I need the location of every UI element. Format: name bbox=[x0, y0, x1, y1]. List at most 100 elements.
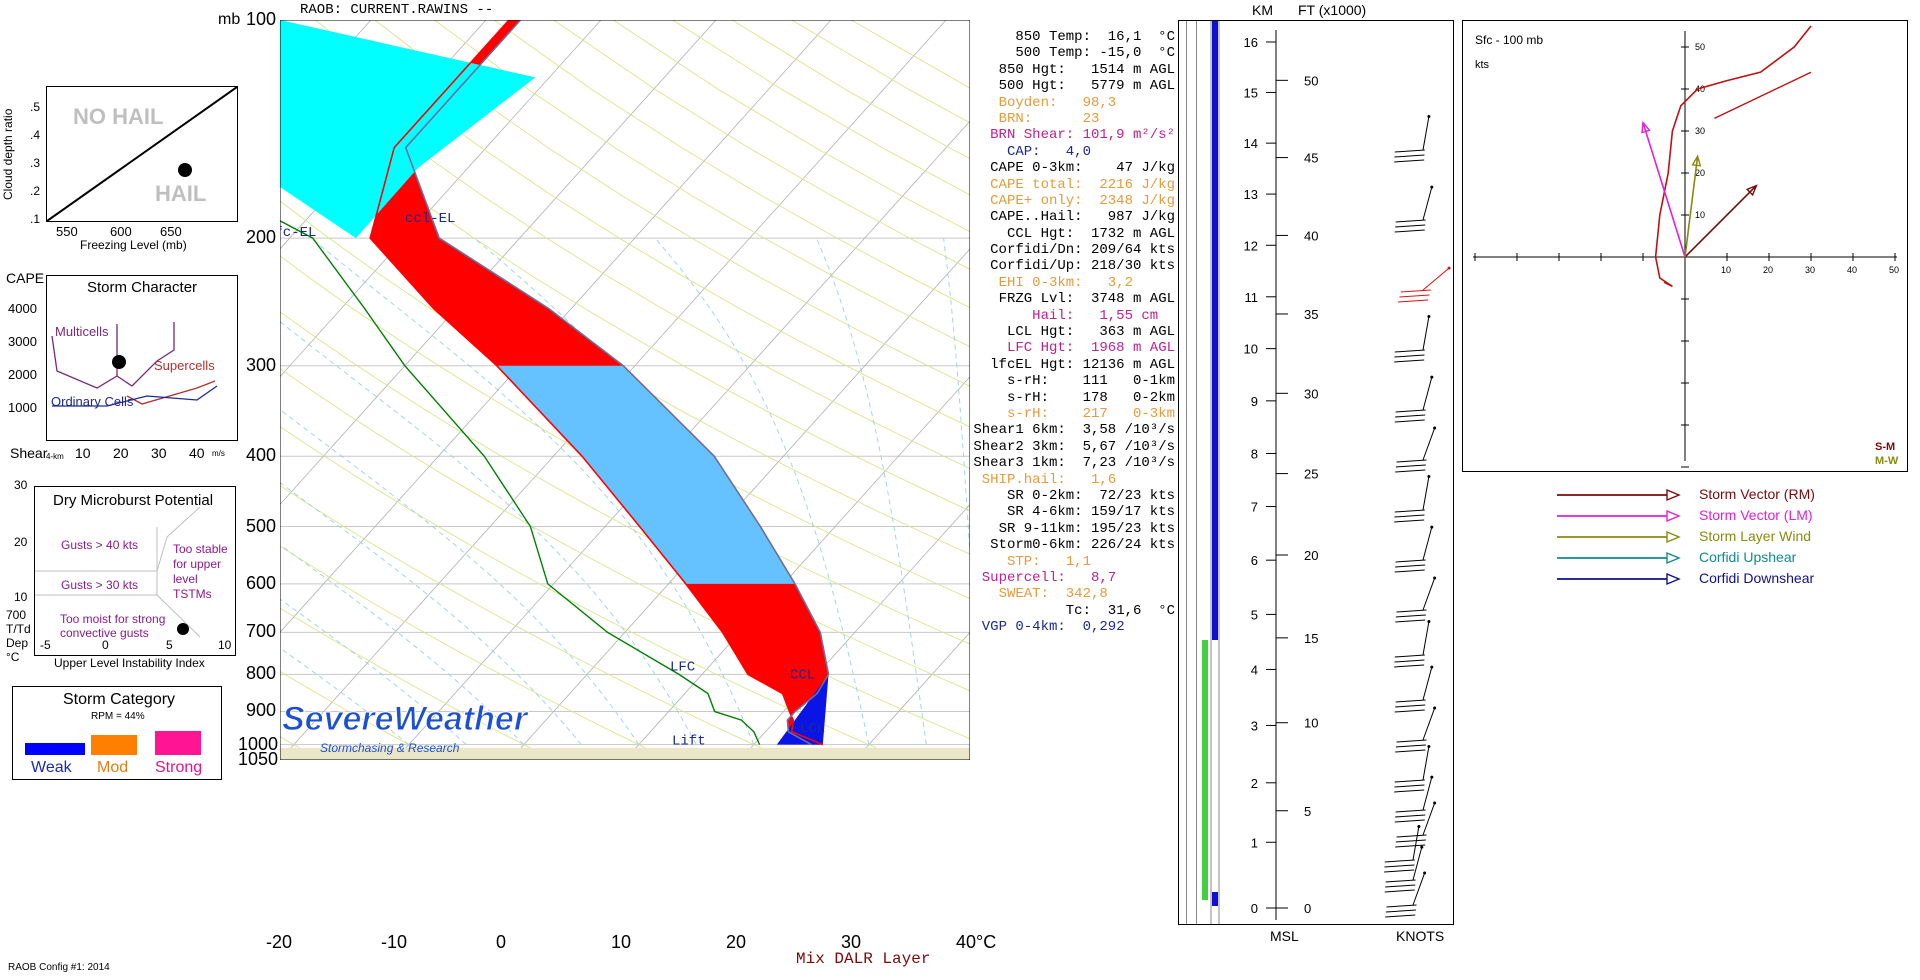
wind-barb-flag bbox=[1385, 909, 1416, 913]
moist-adiabat bbox=[654, 237, 870, 745]
storm-character-chart: Storm Character Multicells Supercells Or… bbox=[46, 275, 238, 441]
hail-ylabel: Cloud depth ratio bbox=[1, 108, 15, 200]
temperature-tick: 20 bbox=[726, 932, 747, 952]
wind-barb-flag bbox=[1400, 289, 1431, 293]
dry-adiabat bbox=[280, 255, 970, 645]
mb-xtick-0: -5 bbox=[40, 638, 51, 652]
sc-xtick-0: 10 bbox=[75, 445, 91, 461]
pressure-tick: 1050 bbox=[238, 749, 279, 769]
ft-tick-label: 0 bbox=[1304, 901, 1311, 916]
parameter-row: BRN Shear: 101,9 m²/s² bbox=[990, 127, 1175, 144]
ft-tick-label: 45 bbox=[1304, 151, 1318, 166]
wind-barb-dot bbox=[1433, 801, 1437, 805]
lfc-label: LFC bbox=[670, 659, 695, 675]
wind-barb-dot bbox=[1423, 871, 1427, 875]
low-cin-area bbox=[776, 674, 829, 745]
msl-label: MSL bbox=[1270, 928, 1299, 944]
parameter-row: CAPE total: 2216 J/kg bbox=[990, 176, 1175, 193]
watermark-sub: Stormchasing & Research bbox=[320, 741, 460, 755]
wind-barb-flag bbox=[1394, 664, 1425, 668]
wind-barb-flag bbox=[1394, 149, 1425, 153]
wind-barb-flag bbox=[1396, 739, 1427, 743]
hodo-y-tick-label: 50 bbox=[1695, 42, 1705, 52]
pressure-tick: 1000 bbox=[238, 733, 279, 754]
microburst-point bbox=[177, 623, 189, 635]
lcl-label: LCL bbox=[800, 721, 825, 737]
microburst-svg: Dry Microburst Potential Gusts > 40 kts … bbox=[35, 492, 228, 640]
height-scale: 0123456789101112131415160510152025303540… bbox=[1178, 20, 1454, 925]
wind-barb bbox=[1422, 187, 1433, 221]
wind-barb bbox=[1422, 116, 1430, 151]
knots-label: KNOTS bbox=[1396, 928, 1445, 944]
hscale-frame bbox=[1178, 20, 1454, 925]
wind-barb-dot bbox=[1430, 775, 1434, 779]
ordinary-curve bbox=[52, 385, 218, 407]
wind-barb-flag bbox=[1394, 654, 1425, 658]
pressure-tick: 500 bbox=[245, 515, 276, 536]
hodo-trace bbox=[1654, 25, 1812, 288]
weak-label: Weak bbox=[31, 759, 72, 776]
legend-label: Storm Vector (LM) bbox=[1699, 507, 1813, 523]
dry-adiabat bbox=[280, 39, 970, 469]
parameter-row: SR 4-6km: 159/17 kts bbox=[1006, 504, 1175, 521]
ft-label: FT (x1000) bbox=[1298, 2, 1367, 18]
km-tick-label: 4 bbox=[1251, 662, 1258, 677]
storm-vector-rm bbox=[1684, 185, 1757, 258]
wind-barb-flag bbox=[1395, 844, 1426, 848]
weak-swatch bbox=[25, 743, 85, 755]
ft-tick-label: 20 bbox=[1304, 548, 1318, 563]
storm-character-point bbox=[112, 355, 126, 369]
parameter-row: FRZG Lvl: 3748 m AGL bbox=[998, 291, 1175, 308]
parameter-row: Boyden: 98,3 bbox=[998, 94, 1175, 111]
skewt-plot: lfc-EL ccl-EL LFC CCL LCL Lift SevereWeather St… bbox=[280, 20, 970, 760]
microburst-boundary bbox=[156, 527, 201, 638]
ft-tick-label: 5 bbox=[1304, 804, 1311, 819]
wind-barb-flag bbox=[1394, 784, 1425, 788]
dry-adiabat bbox=[280, 545, 671, 760]
hodo-x-tick-label: 30 bbox=[1805, 265, 1815, 275]
hail-divider-line bbox=[46, 86, 238, 222]
parameter-row: SWEAT: 342,8 bbox=[998, 586, 1175, 603]
wind-barb-flag bbox=[1394, 509, 1425, 513]
sc-xtick-2: 30 bbox=[151, 445, 167, 461]
mix-dalr-label: Mix DALR Layer bbox=[796, 950, 931, 968]
legend-label: Corfidi Upshear bbox=[1699, 549, 1797, 565]
wind-barb-flag bbox=[1395, 614, 1426, 618]
sc-ytick-1: 3000 bbox=[8, 334, 37, 349]
wind-barb-flag bbox=[1395, 699, 1426, 703]
isotherm bbox=[394, 120, 970, 760]
hodo-y-tick-label: 10 bbox=[1695, 210, 1705, 220]
rpm-label: RPM = 44% bbox=[91, 711, 145, 722]
temperature-tick: 10 bbox=[611, 932, 632, 952]
shear-axis-sub: 4-km bbox=[46, 452, 64, 461]
wind-barb-dot bbox=[1433, 706, 1437, 710]
legend-item: Corfidi Upshear bbox=[1555, 548, 1796, 566]
legend-swatch bbox=[1557, 573, 1681, 586]
wind-barb-flag bbox=[1396, 834, 1427, 838]
wind-barb-dot bbox=[1430, 375, 1434, 379]
wind-barb-flag bbox=[1394, 359, 1425, 363]
hscale-line bbox=[1186, 20, 1187, 925]
parameter-row: SHIP.hail: 1,6 bbox=[981, 471, 1175, 488]
parameter-row: Shear2 3km: 5,67 /10³/s bbox=[973, 438, 1175, 455]
ft-tick-label: 35 bbox=[1304, 307, 1318, 322]
wind-barb-flag bbox=[1395, 809, 1426, 813]
wind-barb-flag bbox=[1395, 704, 1426, 708]
ft-tick-label: 30 bbox=[1304, 386, 1318, 401]
moist-adiabat bbox=[816, 237, 927, 745]
km-tick-label: 16 bbox=[1244, 35, 1258, 50]
dry-adiabat bbox=[280, 607, 555, 760]
hail-xtick-2: 650 bbox=[160, 224, 182, 239]
ft-tick-label: 50 bbox=[1304, 73, 1318, 88]
isotherm bbox=[509, 248, 970, 760]
storm-vector-lm bbox=[1642, 122, 1686, 258]
raob-title: RAOB: CURRENT.RAWINS -- bbox=[300, 2, 494, 18]
wind-barb-flag bbox=[1398, 299, 1429, 303]
legend-arrow bbox=[1666, 552, 1681, 565]
wind-barb-flag bbox=[1394, 659, 1425, 663]
mixing-bar-lower bbox=[1212, 892, 1218, 906]
wind-barb-flag bbox=[1384, 864, 1415, 868]
wind-barb-dot bbox=[1427, 475, 1431, 479]
wind-barb-dot bbox=[1430, 185, 1434, 189]
